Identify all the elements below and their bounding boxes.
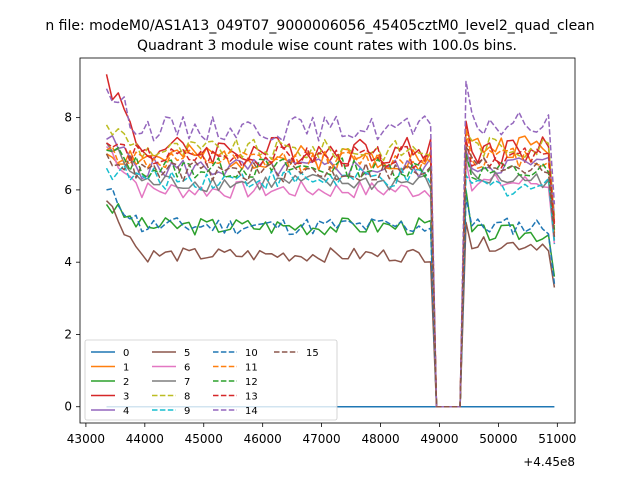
legend-label-8: 8 (184, 392, 190, 403)
figure-suptitle: n file: modeM0/AS1A13_049T07_9000006056_… (45, 18, 594, 34)
y-axis: 0 2 4 6 8 (64, 111, 80, 414)
series-10-line (106, 187, 556, 408)
x-tick-label: 46000 (244, 432, 282, 446)
x-axis: 43000 44000 45000 46000 47000 48000 49000 50000… (67, 423, 576, 446)
legend-label-13: 13 (245, 392, 258, 403)
series-6-line (105, 145, 556, 408)
series-15-line (105, 145, 556, 408)
legend-label-3: 3 (123, 392, 129, 403)
legend-label-0: 0 (123, 348, 129, 359)
series-8-line (105, 124, 556, 408)
x-axis-offset-label: +4.45e8 (523, 455, 575, 469)
axes-frame (79, 57, 576, 424)
series-11-line (106, 127, 556, 408)
legend-label-4: 4 (123, 406, 129, 417)
y-tick-label: 0 (64, 400, 72, 414)
legend-label-11: 11 (245, 363, 258, 374)
x-tick-label: 48000 (361, 432, 399, 446)
y-tick-label: 4 (64, 255, 72, 269)
y-tick-label: 8 (64, 111, 72, 125)
x-tick-label: 50000 (479, 432, 517, 446)
x-tick-label: 43000 (67, 432, 105, 446)
series-4-line (106, 134, 556, 408)
series-14-line (105, 80, 556, 408)
x-tick-label: 49000 (420, 432, 458, 446)
series-2-line (105, 189, 556, 408)
legend-label-7: 7 (184, 377, 190, 388)
series-3-line (105, 74, 556, 408)
legend-label-15: 15 (306, 348, 319, 359)
legend-frame (84, 339, 338, 421)
series-5-line (105, 200, 556, 408)
series-12-line (106, 146, 556, 408)
x-tick-label: 45000 (185, 432, 223, 446)
legend-label-10: 10 (245, 348, 258, 359)
x-tick-label: 51000 (538, 432, 576, 446)
legend-label-2: 2 (123, 377, 129, 388)
legend-label-14: 14 (245, 406, 258, 417)
x-tick-label: 44000 (126, 432, 164, 446)
series-7-line (105, 142, 556, 408)
axes-title: Quadrant 3 module wise count rates with … (137, 38, 517, 54)
legend-label-9: 9 (184, 406, 190, 417)
y-tick-label: 2 (64, 327, 72, 341)
plot-area (105, 74, 556, 408)
y-tick-label: 6 (64, 183, 72, 197)
legend-label-5: 5 (184, 348, 190, 359)
legend-label-1: 1 (123, 363, 129, 374)
series-1-line (106, 135, 556, 408)
legend-label-12: 12 (245, 377, 258, 388)
legend-label-6: 6 (184, 363, 190, 374)
x-tick-label: 47000 (303, 432, 341, 446)
